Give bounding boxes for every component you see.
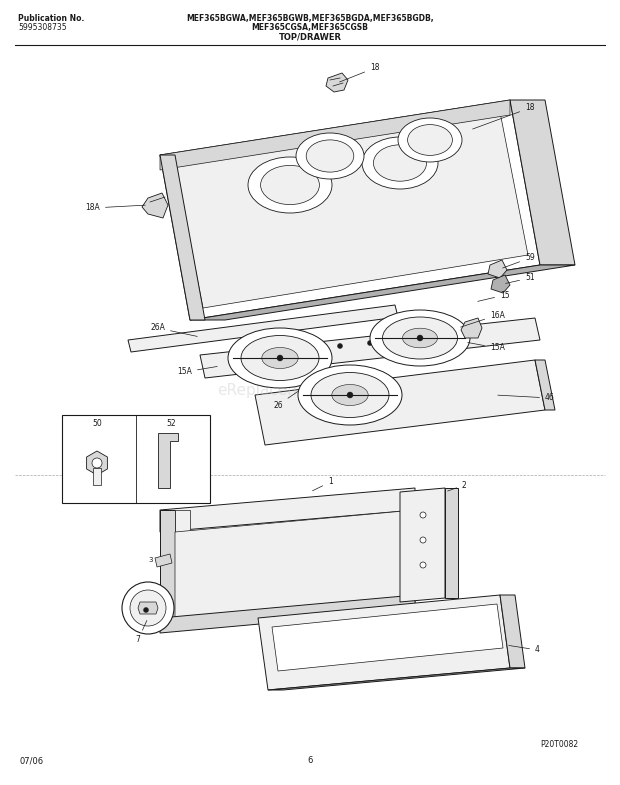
Polygon shape xyxy=(272,604,503,671)
Text: 6: 6 xyxy=(308,756,312,765)
Polygon shape xyxy=(155,554,172,567)
Ellipse shape xyxy=(298,365,402,425)
Text: 18A: 18A xyxy=(86,203,145,213)
Polygon shape xyxy=(160,100,510,170)
Ellipse shape xyxy=(402,328,438,348)
Text: 50: 50 xyxy=(92,419,102,428)
Text: 52: 52 xyxy=(166,419,176,428)
Text: P20T0082: P20T0082 xyxy=(540,740,578,749)
Text: 16A: 16A xyxy=(461,311,505,327)
Ellipse shape xyxy=(241,335,319,381)
Text: 4: 4 xyxy=(509,645,540,655)
Ellipse shape xyxy=(370,310,470,366)
Text: 18: 18 xyxy=(340,64,379,82)
Polygon shape xyxy=(158,433,178,488)
Circle shape xyxy=(420,537,426,543)
Polygon shape xyxy=(258,595,510,690)
Text: 1: 1 xyxy=(312,477,333,491)
Circle shape xyxy=(420,512,426,518)
Ellipse shape xyxy=(311,373,389,418)
Circle shape xyxy=(347,392,353,398)
Ellipse shape xyxy=(296,133,364,179)
Polygon shape xyxy=(160,155,205,320)
Text: 46: 46 xyxy=(498,393,555,403)
Polygon shape xyxy=(175,510,190,618)
Polygon shape xyxy=(160,510,175,618)
Polygon shape xyxy=(535,360,555,410)
Polygon shape xyxy=(400,488,445,602)
Circle shape xyxy=(337,344,342,349)
Ellipse shape xyxy=(332,385,368,406)
Circle shape xyxy=(92,458,102,468)
Circle shape xyxy=(278,349,283,355)
Polygon shape xyxy=(488,260,507,278)
Circle shape xyxy=(420,562,426,568)
Polygon shape xyxy=(175,510,415,630)
Polygon shape xyxy=(268,668,525,690)
Text: 18: 18 xyxy=(472,104,534,129)
Ellipse shape xyxy=(373,144,427,181)
Polygon shape xyxy=(190,265,575,320)
Ellipse shape xyxy=(398,118,462,162)
Polygon shape xyxy=(93,468,101,485)
Text: 15A: 15A xyxy=(467,342,505,352)
Polygon shape xyxy=(175,112,528,308)
Ellipse shape xyxy=(306,140,354,172)
Text: 7: 7 xyxy=(136,620,147,644)
Text: 26: 26 xyxy=(273,392,298,410)
Polygon shape xyxy=(160,100,540,320)
Text: MEF365BGWA,MEF365BGWB,MEF365BGDA,MEF365BGDB,: MEF365BGWA,MEF365BGWB,MEF365BGDA,MEF365B… xyxy=(186,14,434,23)
Text: 2: 2 xyxy=(448,480,467,491)
Circle shape xyxy=(277,355,283,361)
Polygon shape xyxy=(87,451,107,475)
Circle shape xyxy=(458,331,463,337)
Text: 51: 51 xyxy=(506,273,534,283)
Text: 15A: 15A xyxy=(177,367,217,377)
Polygon shape xyxy=(491,275,510,293)
Text: 26A: 26A xyxy=(150,323,197,337)
Polygon shape xyxy=(255,360,545,445)
Circle shape xyxy=(397,338,402,342)
Ellipse shape xyxy=(248,157,332,213)
Text: MEF365CGSA,MEF365CGSB: MEF365CGSA,MEF365CGSB xyxy=(252,23,368,32)
Polygon shape xyxy=(160,595,415,633)
Circle shape xyxy=(368,341,373,345)
Polygon shape xyxy=(138,602,158,614)
Text: 59: 59 xyxy=(503,254,534,268)
Polygon shape xyxy=(500,595,525,668)
Text: Publication No.: Publication No. xyxy=(18,14,84,23)
Text: eReplacementParts.com: eReplacementParts.com xyxy=(217,382,403,397)
Circle shape xyxy=(308,346,312,352)
Text: 07/06: 07/06 xyxy=(20,756,44,765)
Polygon shape xyxy=(461,318,482,338)
Text: TOP/DRAWER: TOP/DRAWER xyxy=(278,33,342,42)
Polygon shape xyxy=(510,100,575,265)
Ellipse shape xyxy=(407,125,453,155)
Ellipse shape xyxy=(262,348,298,368)
Circle shape xyxy=(428,334,433,339)
Circle shape xyxy=(247,352,252,357)
Circle shape xyxy=(143,608,149,612)
Circle shape xyxy=(417,335,423,341)
Polygon shape xyxy=(445,488,458,598)
FancyBboxPatch shape xyxy=(62,415,210,503)
Polygon shape xyxy=(128,305,398,352)
Ellipse shape xyxy=(260,166,319,205)
Text: 5995308735: 5995308735 xyxy=(18,23,66,32)
Circle shape xyxy=(130,590,166,626)
Ellipse shape xyxy=(383,317,458,359)
Circle shape xyxy=(122,582,174,634)
Text: 15: 15 xyxy=(477,290,510,301)
Polygon shape xyxy=(160,488,415,532)
Text: 3: 3 xyxy=(149,557,153,563)
Polygon shape xyxy=(142,193,168,218)
Ellipse shape xyxy=(362,137,438,189)
Ellipse shape xyxy=(228,328,332,388)
Polygon shape xyxy=(200,318,540,378)
Polygon shape xyxy=(326,73,348,92)
